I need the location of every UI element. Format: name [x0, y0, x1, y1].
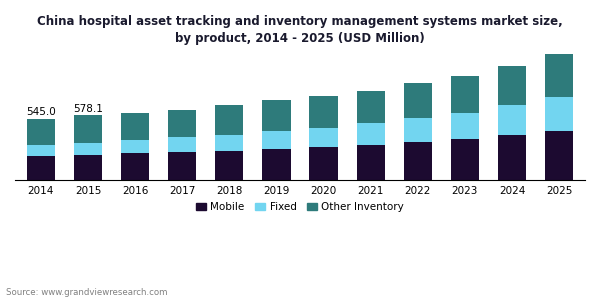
Bar [168, 110, 196, 137]
Bar [404, 142, 432, 180]
Bar [404, 118, 432, 142]
Text: Source: www.grandviewresearch.com: Source: www.grandviewresearch.com [6, 288, 167, 297]
Bar [27, 119, 55, 145]
Bar [121, 140, 149, 153]
Bar [451, 113, 479, 139]
Bar [545, 54, 573, 97]
Bar [74, 115, 102, 143]
Bar [215, 105, 244, 134]
Bar [498, 135, 526, 180]
Bar [310, 128, 338, 147]
Legend: Mobile, Fixed, Other Inventory: Mobile, Fixed, Other Inventory [191, 198, 409, 217]
Bar [498, 66, 526, 105]
Text: 545.0: 545.0 [26, 107, 56, 117]
Bar [545, 131, 573, 180]
Bar [404, 83, 432, 118]
Bar [168, 152, 196, 180]
Bar [545, 97, 573, 131]
Bar [262, 100, 290, 131]
Bar [451, 76, 479, 113]
Bar [74, 143, 102, 154]
Bar [356, 91, 385, 123]
Title: China hospital asset tracking and inventory management systems market size,
by p: China hospital asset tracking and invent… [37, 15, 563, 45]
Bar [27, 156, 55, 180]
Bar [215, 134, 244, 151]
Bar [310, 95, 338, 128]
Bar [215, 151, 244, 180]
Bar [168, 137, 196, 152]
Bar [27, 145, 55, 156]
Text: 578.1: 578.1 [73, 103, 103, 114]
Bar [356, 123, 385, 145]
Bar [310, 147, 338, 180]
Bar [262, 149, 290, 180]
Bar [356, 145, 385, 180]
Bar [121, 113, 149, 140]
Bar [74, 154, 102, 180]
Bar [121, 153, 149, 180]
Bar [262, 131, 290, 149]
Bar [498, 105, 526, 135]
Bar [451, 139, 479, 180]
